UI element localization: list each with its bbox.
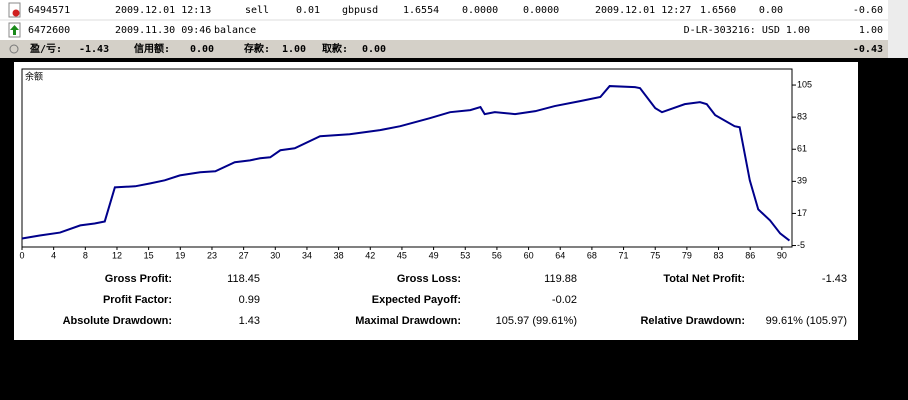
- stat-label: Absolute Drawdown:: [63, 315, 172, 327]
- x-tick-label: 60: [524, 250, 534, 260]
- table-cell: D-LR-303216: USD 1.00: [684, 25, 810, 36]
- x-tick-label: 27: [239, 250, 249, 260]
- x-tick-label: 30: [270, 250, 280, 260]
- scrollbar[interactable]: [888, 0, 908, 58]
- summary-value: -1.43: [79, 44, 109, 55]
- table-cell: 0.0000: [523, 5, 559, 16]
- x-tick-label: 64: [555, 250, 565, 260]
- x-tick-label: 83: [714, 250, 724, 260]
- x-tick-label: 49: [429, 250, 439, 260]
- y-tick-label: -5: [797, 240, 805, 250]
- y-tick-label: 83: [797, 112, 807, 122]
- y-tick-label: 105: [797, 79, 812, 89]
- x-tick-label: 42: [365, 250, 375, 260]
- summary-total: -0.43: [853, 44, 883, 55]
- table-cell: 2009.12.01 12:27: [595, 5, 691, 16]
- summary-bar: [0, 40, 888, 58]
- summary-value: 0.00: [190, 44, 214, 55]
- x-tick-label: 53: [460, 250, 470, 260]
- table-cell: sell: [245, 5, 269, 16]
- stat-label: Expected Payoff:: [372, 294, 461, 306]
- x-tick-label: 71: [619, 250, 629, 260]
- stat-value: 0.99: [239, 294, 260, 306]
- summary-value: 0.00: [362, 44, 386, 55]
- table-cell: 1.00: [859, 25, 883, 36]
- stat-label: Relative Drawdown:: [640, 315, 745, 327]
- x-tick-label: 38: [334, 250, 344, 260]
- stat-label: Gross Profit:: [105, 273, 172, 285]
- x-tick-label: 79: [682, 250, 692, 260]
- table-cell: balance: [214, 25, 256, 36]
- x-tick-label: 34: [302, 250, 312, 260]
- x-tick-label: 68: [587, 250, 597, 260]
- table-cell: 6494571: [28, 5, 70, 16]
- order-icon-dot: [12, 9, 20, 17]
- y-tick-label: 39: [797, 176, 807, 186]
- table-cell: 0.00: [759, 5, 783, 16]
- summary-label: 盈/亏:: [29, 43, 62, 55]
- stat-label: Total Net Profit:: [663, 273, 745, 285]
- table-cell: 1.6554: [403, 5, 439, 16]
- x-tick-label: 75: [650, 250, 660, 260]
- y-tick-label: 61: [797, 144, 807, 154]
- stat-value: 119.88: [544, 273, 577, 285]
- table-cell: gbpusd: [342, 5, 378, 16]
- summary-icon: [9, 44, 19, 54]
- summary-label: 信用额:: [134, 42, 170, 55]
- x-tick-label: 19: [175, 250, 185, 260]
- table-cell: 2009.12.01 12:13: [115, 5, 211, 16]
- summary-label: 取款:: [322, 42, 348, 55]
- x-tick-label: 86: [745, 250, 755, 260]
- stat-label: Profit Factor:: [103, 294, 172, 306]
- table-cell: 1.6560: [700, 5, 736, 16]
- table-cell: 0.01: [296, 5, 320, 16]
- stat-value: -0.02: [552, 294, 577, 306]
- chart-title: 余额: [25, 70, 43, 81]
- stat-value: -1.43: [822, 273, 847, 285]
- x-tick-label: 8: [83, 250, 88, 260]
- y-tick-label: 17: [797, 208, 807, 218]
- stat-value: 99.61% (105.97): [766, 315, 847, 327]
- stat-value: 118.45: [227, 273, 260, 285]
- x-tick-label: 45: [397, 250, 407, 260]
- balance-line: [21, 85, 791, 242]
- x-tick-label: 23: [207, 250, 217, 260]
- x-tick-label: 12: [112, 250, 122, 260]
- x-tick-label: 56: [492, 250, 502, 260]
- row-divider: [0, 19, 888, 21]
- x-tick-label: 90: [777, 250, 787, 260]
- summary-value: 1.00: [282, 44, 306, 55]
- x-tick-label: 4: [51, 250, 56, 260]
- summary-label: 存款:: [244, 42, 270, 55]
- stat-label: Gross Loss:: [397, 273, 461, 285]
- stat-value: 105.97 (99.61%): [496, 315, 577, 327]
- table-cell: 6472600: [28, 25, 70, 36]
- stat-value: 1.43: [239, 315, 260, 327]
- balance-icon-arrow: [10, 25, 19, 35]
- x-tick-label: 0: [19, 250, 24, 260]
- table-cell: -0.60: [853, 5, 883, 16]
- table-cell: 0.0000: [462, 5, 498, 16]
- x-tick-label: 15: [144, 250, 154, 260]
- plot-area: [21, 68, 793, 248]
- stat-label: Maximal Drawdown:: [355, 315, 461, 327]
- table-cell: 2009.11.30 09:46: [115, 25, 211, 36]
